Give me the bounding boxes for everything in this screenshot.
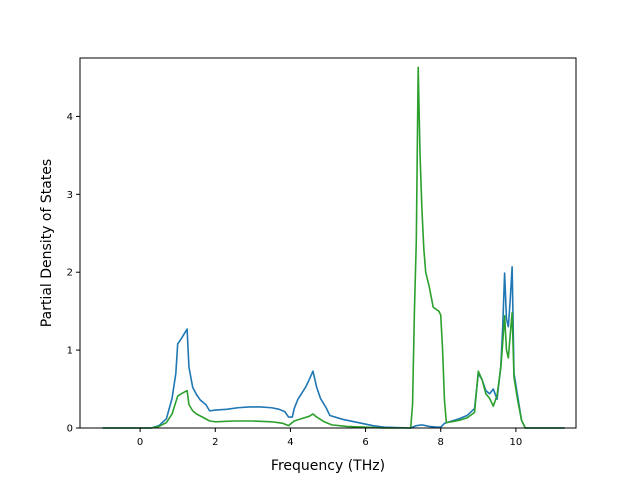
y-axis-ticks: 0 1 2 3 4 bbox=[67, 112, 80, 435]
x-tick-label: 2 bbox=[212, 437, 218, 448]
y-axis-title: Partial Density of States bbox=[39, 159, 55, 327]
x-tick-label: 0 bbox=[137, 437, 143, 448]
x-axis-title: Frequency (THz) bbox=[271, 458, 385, 474]
y-tick-label: 3 bbox=[67, 190, 73, 201]
series-layer bbox=[102, 66, 565, 429]
series-line-2 bbox=[102, 66, 565, 429]
plot-frame bbox=[79, 57, 577, 429]
y-tick-label: 4 bbox=[67, 112, 73, 123]
x-axis-ticks: 0 2 4 6 8 10 bbox=[137, 428, 522, 448]
y-tick-label: 1 bbox=[67, 346, 73, 357]
x-tick-label: 4 bbox=[287, 437, 293, 448]
x-tick-label: 8 bbox=[438, 437, 444, 448]
x-tick-label: 6 bbox=[362, 437, 368, 448]
y-tick-label: 0 bbox=[67, 424, 73, 435]
x-tick-label: 10 bbox=[510, 437, 523, 448]
y-tick-label: 2 bbox=[67, 268, 73, 279]
